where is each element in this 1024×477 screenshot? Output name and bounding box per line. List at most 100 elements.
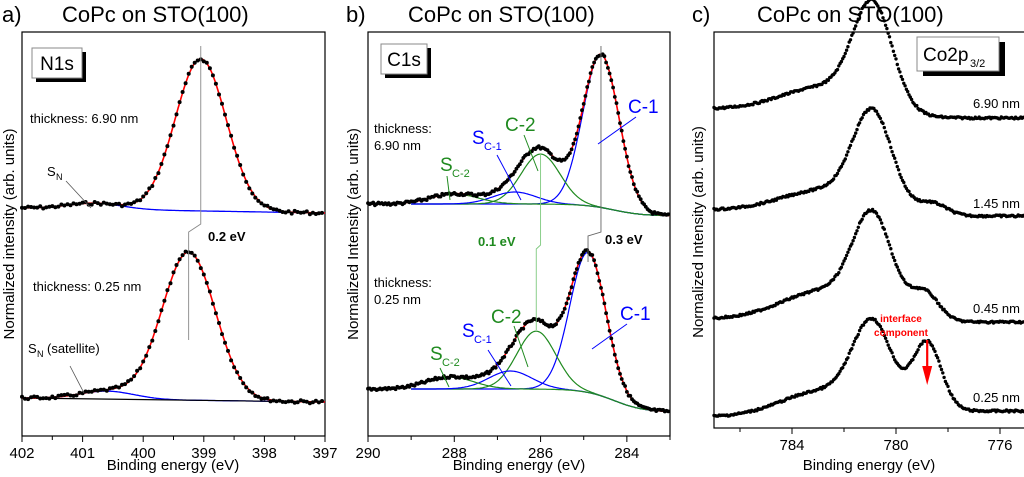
panel-c-interface-annotation: interface component	[874, 314, 929, 339]
data-point	[229, 358, 234, 363]
data-point	[902, 277, 906, 282]
data-point	[850, 347, 854, 351]
data-point	[939, 367, 944, 372]
data-point	[20, 394, 24, 399]
data-point	[846, 250, 850, 254]
data-point	[101, 387, 106, 392]
data-point	[71, 201, 76, 206]
panel-c-label-145: 1.45 nm	[973, 196, 1020, 211]
data-point	[77, 390, 82, 395]
data-point	[881, 121, 885, 126]
data-point	[585, 85, 590, 89]
data-point	[855, 20, 859, 24]
data-point	[162, 152, 167, 157]
data-point	[50, 204, 55, 209]
x-tick-label: 290	[355, 445, 380, 462]
data-point	[882, 125, 886, 130]
data-point	[841, 262, 845, 266]
data-point	[141, 194, 146, 199]
data-point	[47, 396, 52, 401]
data-point	[53, 205, 58, 210]
data-point	[250, 191, 255, 196]
fit-envelope-line	[22, 251, 325, 403]
data-point	[183, 81, 188, 86]
x-tick-label: 399	[191, 445, 216, 462]
data-point	[578, 116, 583, 120]
data-point	[201, 272, 206, 277]
data-point	[618, 372, 622, 376]
interface-text-2: component	[874, 328, 929, 339]
data-point	[177, 100, 182, 105]
box-face	[916, 36, 1000, 72]
data-point	[891, 355, 896, 359]
data-point	[95, 388, 100, 393]
data-point	[65, 392, 70, 397]
data-point	[573, 137, 577, 142]
data-point	[198, 266, 203, 271]
data-point	[626, 164, 631, 169]
leader-c2-bottom	[513, 325, 529, 368]
data-point	[107, 386, 112, 391]
data-point	[120, 382, 124, 387]
data-point	[843, 361, 847, 365]
panel-a-thickness-bottom: thickness: 0.25 nm	[33, 279, 141, 294]
data-point	[71, 393, 76, 398]
data-point	[941, 371, 945, 375]
x-tick-label: 284	[614, 445, 639, 462]
data-point	[53, 396, 58, 401]
panel-b-c1-shift: 0.3 eV	[605, 232, 643, 247]
panel-b-xlabel: Binding energy (eV)	[453, 457, 586, 474]
data-point	[89, 389, 94, 394]
data-point	[110, 202, 115, 207]
data-point	[512, 169, 517, 174]
data-point	[878, 324, 883, 329]
data-point	[928, 340, 932, 344]
data-point	[574, 267, 579, 271]
data-point	[569, 147, 574, 152]
data-point	[220, 332, 224, 337]
data-point	[274, 399, 279, 404]
data-point	[638, 197, 643, 202]
data-point	[280, 399, 285, 404]
sn-bottom-suffix: (satellite)	[47, 341, 100, 356]
data-point	[247, 389, 252, 394]
panel-b-ylabel: Normalized Intensity (arb. units)	[345, 128, 362, 340]
data-point	[893, 258, 897, 263]
data-point	[201, 59, 206, 64]
data-point	[590, 65, 595, 69]
data-point	[939, 305, 944, 309]
data-point	[554, 322, 558, 327]
data-point	[854, 232, 858, 236]
data-point	[113, 384, 118, 389]
data-point	[253, 195, 258, 200]
data-point	[493, 365, 498, 370]
data-point	[597, 279, 602, 283]
data-point	[62, 392, 67, 397]
data-point	[120, 204, 124, 209]
data-point	[851, 343, 855, 347]
data-point	[854, 24, 858, 28]
panel-a-thickness-top: thickness: 6.90 nm	[30, 111, 138, 126]
data-point	[612, 95, 617, 99]
data-point	[847, 351, 851, 355]
data-point	[851, 31, 855, 35]
data-point	[189, 250, 194, 255]
data-point	[499, 358, 503, 363]
data-point	[571, 141, 576, 146]
panel-b-thickness-bottom-1: thickness:	[374, 275, 432, 290]
data-point	[147, 186, 152, 191]
data-point	[44, 205, 49, 210]
data-point	[938, 364, 942, 368]
data-point	[41, 396, 46, 401]
data-point	[138, 198, 143, 203]
data-point	[915, 103, 919, 108]
label-sc1-top-sub: C-1	[484, 141, 502, 153]
data-point	[942, 375, 946, 380]
data-point	[831, 277, 836, 282]
data-point	[183, 249, 188, 254]
data-point	[887, 35, 892, 39]
data-point	[47, 204, 52, 209]
c1-shift-indicator	[587, 46, 602, 262]
data-point	[935, 356, 940, 360]
data-point	[226, 348, 230, 353]
